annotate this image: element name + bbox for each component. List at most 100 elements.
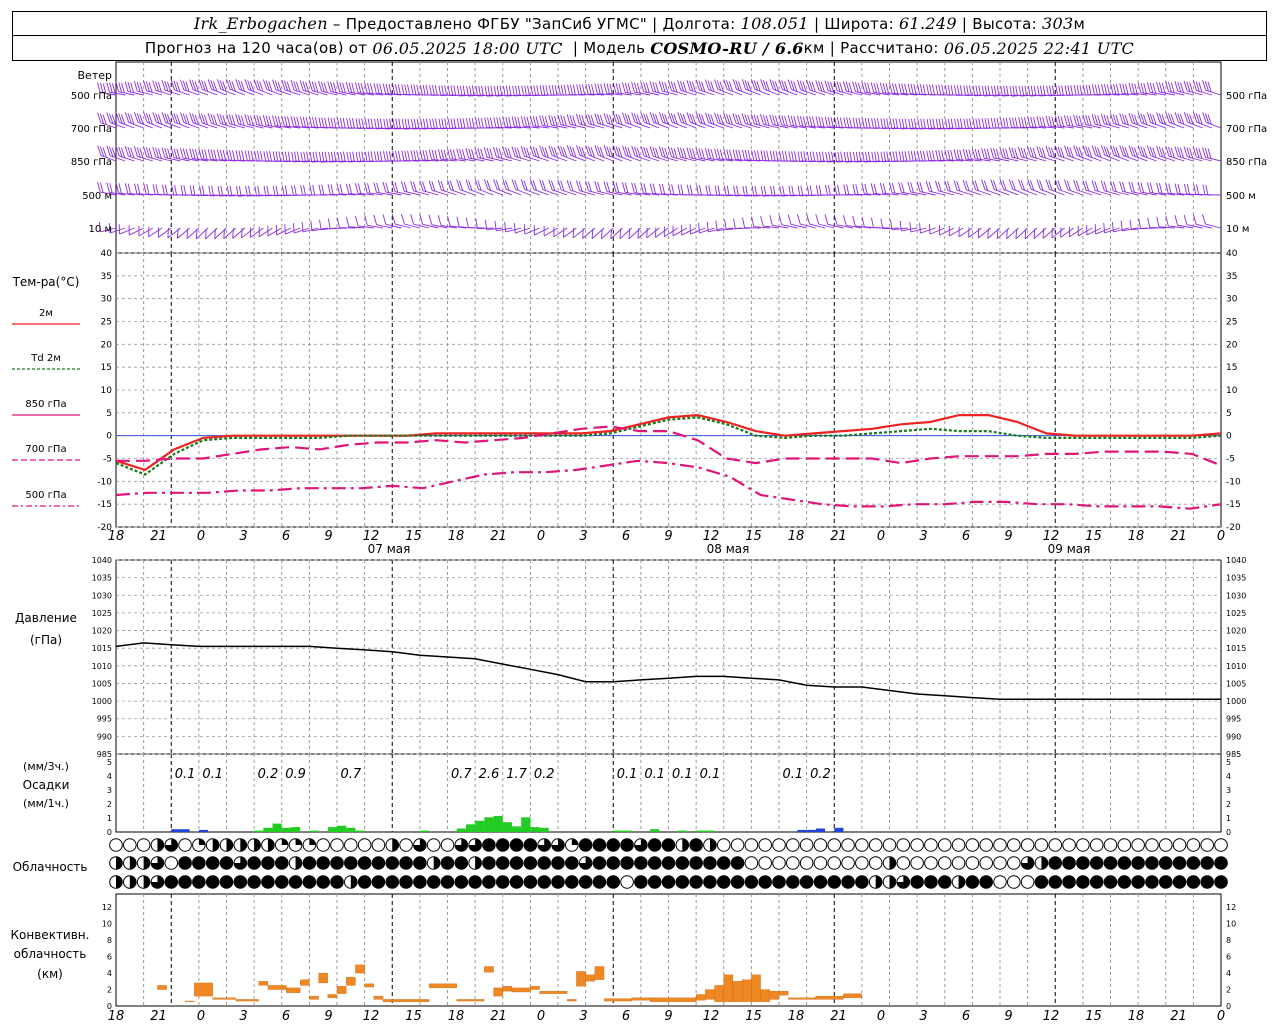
wind-barb-feather bbox=[793, 81, 798, 92]
conv-cloud-bar bbox=[576, 971, 586, 987]
cloud-cover-symbol bbox=[703, 838, 717, 852]
cloud-cover-symbol bbox=[1145, 838, 1159, 852]
wind-barb-feather bbox=[97, 112, 102, 123]
cloud-quarter bbox=[198, 838, 206, 845]
wind-barb-feather bbox=[953, 149, 957, 160]
wind-barb-feather bbox=[136, 183, 141, 194]
cloud-circle bbox=[758, 838, 772, 852]
wind-barb-feather bbox=[143, 112, 148, 123]
hour-tick-label-bottom: 21 bbox=[490, 1009, 507, 1024]
wind-barb-feather bbox=[106, 112, 111, 123]
cloud-quarter bbox=[295, 838, 302, 845]
cloud-cover-symbol bbox=[578, 838, 593, 852]
wind-barb-feather bbox=[723, 79, 728, 90]
wind-barb-feather bbox=[649, 146, 654, 157]
wind-barb-feather bbox=[756, 81, 761, 92]
wind-barb-feather bbox=[726, 185, 730, 196]
wind-barb-feather bbox=[686, 112, 691, 123]
hour-tick-label-bottom: 15 bbox=[1085, 1009, 1102, 1024]
wind-barb-feather bbox=[291, 185, 294, 196]
hour-tick-label-bottom: 9 bbox=[664, 1009, 672, 1024]
wind-barb-feather bbox=[937, 181, 942, 192]
precip-bar bbox=[290, 827, 301, 832]
wind-barb-feather bbox=[925, 181, 930, 192]
hour-tick-label-bottom: 3 bbox=[579, 1009, 587, 1024]
cloud-full bbox=[634, 856, 648, 870]
wind-barb-feather bbox=[272, 79, 277, 90]
cloud-cover-symbol bbox=[1034, 838, 1049, 852]
wind-level-label: 500 гПа bbox=[71, 91, 112, 102]
wind-barb-feather bbox=[1018, 86, 1022, 97]
wind-barb-feather bbox=[382, 83, 386, 94]
precip-3h-label: 0.1 bbox=[700, 767, 721, 782]
cloud-cover-symbol bbox=[1020, 856, 1035, 870]
wind-barb bbox=[138, 227, 154, 237]
cloud-full bbox=[786, 875, 800, 889]
wind-barb-feather bbox=[413, 150, 417, 161]
cloud-cover-symbol bbox=[786, 856, 800, 870]
cloud-cover-symbol bbox=[758, 875, 772, 889]
cloud-full bbox=[330, 856, 344, 870]
wind-barb bbox=[1186, 224, 1203, 229]
wind-barb-feather bbox=[1061, 85, 1064, 96]
wind-barb-feather bbox=[726, 113, 731, 125]
cloud-cover-symbol bbox=[399, 838, 413, 852]
cloud-cover-symbol bbox=[537, 875, 551, 889]
wind-barb bbox=[223, 227, 237, 240]
cloud-full bbox=[275, 856, 289, 870]
wind-barb bbox=[100, 227, 117, 233]
cloud-cover-symbol bbox=[261, 875, 275, 889]
wind-barb-feather bbox=[1002, 148, 1007, 159]
wind-barb-feather bbox=[374, 118, 377, 129]
wind-barb-feather bbox=[1051, 116, 1055, 127]
wind-barb-feather bbox=[301, 221, 304, 232]
wind-barb-feather bbox=[1177, 81, 1182, 92]
wind-barb-feather bbox=[706, 221, 709, 232]
wind-barb-feather bbox=[1073, 145, 1078, 156]
wind-barb-feather bbox=[886, 118, 889, 129]
wind-barb-feather bbox=[330, 117, 334, 128]
wind-barb-feather bbox=[364, 182, 368, 193]
wind-barb-feather bbox=[931, 84, 935, 95]
wind-barb-feather bbox=[990, 179, 995, 190]
wind-barb-feather bbox=[222, 114, 227, 126]
cloud-circle bbox=[799, 838, 814, 852]
wind-barb bbox=[664, 227, 678, 238]
wind-barb-feather bbox=[778, 79, 783, 90]
wind-barb-feather bbox=[201, 80, 206, 91]
cloud-circle bbox=[841, 838, 855, 852]
wind-barb-feather bbox=[643, 146, 648, 158]
cloud-cover-symbol bbox=[150, 838, 165, 852]
wind-barb-feather bbox=[111, 147, 116, 158]
cloud-circle bbox=[620, 875, 634, 889]
wind-barb-feather bbox=[830, 82, 835, 93]
wind-barb-feather bbox=[462, 118, 466, 129]
cloud-circle bbox=[440, 838, 455, 852]
wind-barb-feather bbox=[494, 220, 497, 231]
wind-barb-feather bbox=[504, 221, 507, 233]
wind-barb-feather bbox=[735, 113, 740, 125]
wind-barb-feather bbox=[1009, 86, 1013, 97]
wind-barb-feather bbox=[1131, 83, 1135, 94]
cloud-cover-symbol bbox=[965, 838, 980, 852]
wind-barb-feather bbox=[671, 184, 675, 195]
wind-barb-feather bbox=[735, 80, 740, 91]
wind-barb-feather bbox=[499, 117, 503, 128]
wind-barb-feather bbox=[917, 119, 921, 130]
wind-barb-feather bbox=[811, 81, 816, 92]
station-name: Irk_Erbogachen bbox=[193, 14, 328, 33]
cloud-full bbox=[1159, 856, 1173, 870]
wind-barb-feather bbox=[645, 147, 650, 158]
wind-barb-feather bbox=[843, 184, 847, 195]
cloud-cover-symbol bbox=[896, 875, 911, 889]
wind-barb bbox=[232, 227, 246, 239]
cloud-cover-symbol bbox=[233, 875, 248, 889]
wind-barb-feather bbox=[560, 180, 565, 192]
wind-barb-feather bbox=[167, 81, 172, 93]
wind-barb-feather bbox=[618, 114, 623, 125]
wind-barb-feather bbox=[898, 182, 902, 193]
wind-barb-feather bbox=[1170, 82, 1175, 93]
hour-tick-label: 0 bbox=[877, 529, 885, 544]
wind-barb-feather bbox=[392, 83, 396, 95]
wind-barb-feather bbox=[290, 116, 294, 127]
